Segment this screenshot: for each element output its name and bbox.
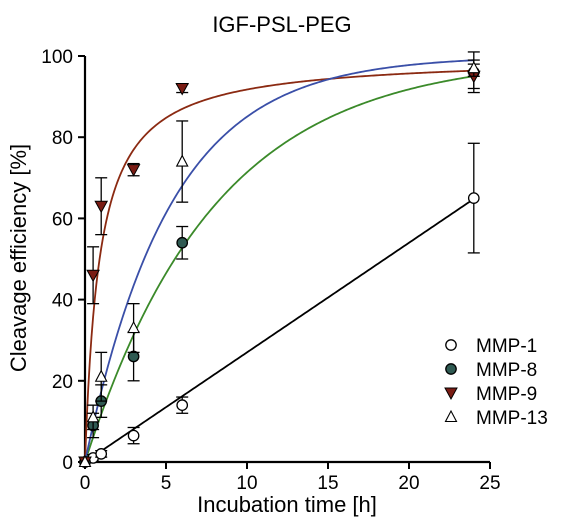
x-tick-label: 0 (80, 473, 91, 494)
y-tick-label: 100 (41, 47, 73, 68)
fit-curve-mmp-1 (84, 198, 475, 463)
fit-curve-mmp-8 (84, 75, 474, 463)
data-point-mmp-9 (86, 269, 100, 283)
legend-label-mmp-9: MMP-9 (476, 384, 537, 405)
fit-curve-mmp-13 (84, 59, 474, 463)
data-point-mmp-9 (126, 164, 141, 177)
y-tick-label: 20 (52, 372, 73, 393)
y-tick-label: 0 (62, 453, 73, 474)
data-point-mmp-13 (78, 454, 92, 468)
y-axis-title: Cleavage efficiency [%] (6, 144, 31, 372)
legend-marker-mmp-8 (445, 363, 457, 375)
legend-marker-mmp-9 (444, 387, 458, 401)
data-point-mmp-1 (467, 192, 480, 204)
data-point-mmp-13 (175, 154, 189, 167)
legend-label-mmp-8: MMP-8 (476, 360, 537, 381)
x-tick-label: 20 (398, 473, 419, 494)
data-point-mmp-1 (95, 448, 108, 460)
x-tick-label: 5 (161, 473, 172, 494)
fit-curve-mmp-9 (84, 69, 474, 463)
legend-marker-mmp-13 (444, 409, 458, 423)
data-point-mmp-13 (94, 369, 108, 382)
x-tick-label: 25 (479, 473, 500, 494)
data-point-mmp-13 (86, 410, 100, 423)
data-point-mmp-13 (467, 60, 481, 74)
legend-label-mmp-13: MMP-13 (476, 408, 548, 429)
data-point-mmp-1 (176, 399, 189, 412)
y-tick-label: 80 (52, 128, 73, 149)
x-tick-label: 15 (317, 473, 338, 494)
data-point-mmp-9 (175, 82, 190, 96)
plot-area: 0 5 10 15 20 25 0 20 40 60 80 100 (41, 47, 500, 494)
chart-title: IGF-PSL-PEG (212, 12, 351, 37)
x-tick-label: 10 (236, 473, 257, 494)
y-tick-label: 60 (52, 209, 73, 230)
legend-label-mmp-1: MMP-1 (476, 336, 537, 357)
x-axis-title: Incubation time [h] (197, 492, 377, 517)
y-tick-label: 40 (52, 291, 73, 312)
legend: MMP-1 MMP-8 MMP-9 MMP-13 (444, 336, 548, 429)
data-point-mmp-8 (176, 236, 189, 249)
data-point-mmp-9 (94, 200, 109, 214)
data-point-mmp-13 (127, 320, 141, 334)
legend-marker-mmp-1 (445, 339, 457, 351)
data-point-mmp-1 (127, 429, 140, 442)
